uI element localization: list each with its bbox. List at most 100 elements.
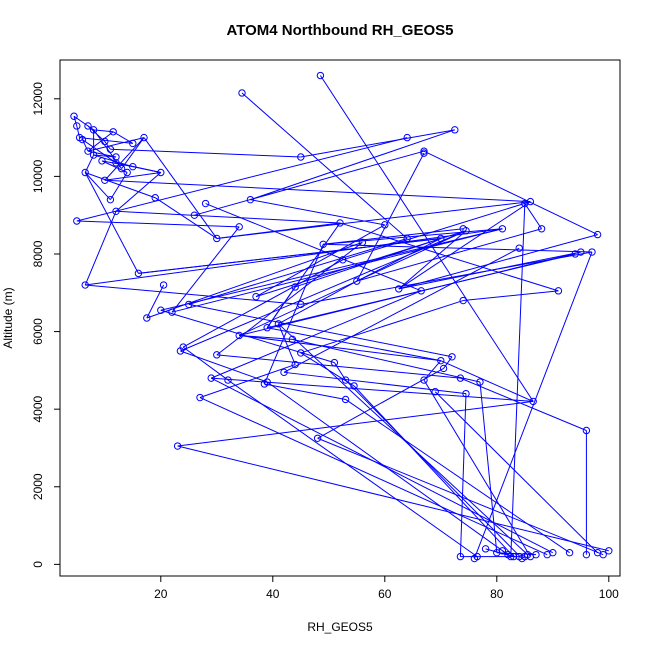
series-segment <box>250 129 455 201</box>
data-point <box>260 380 269 388</box>
data-point <box>582 550 591 559</box>
series-segment <box>101 160 128 173</box>
y-axis: 0 2000 4000 6000 8000 10000 12000 <box>31 82 61 568</box>
y-tick-label: 0 <box>31 561 45 568</box>
series-segment <box>104 172 161 181</box>
series-segment <box>104 141 111 150</box>
data-point <box>420 376 428 384</box>
data-point <box>316 71 325 80</box>
series-segment <box>171 228 503 313</box>
series-segment <box>101 160 133 168</box>
series-segment <box>300 129 455 158</box>
series-segment <box>132 166 161 174</box>
y-tick-label: 12000 <box>31 82 45 116</box>
data-point <box>476 378 484 386</box>
data-point <box>459 225 467 233</box>
data-point <box>140 133 148 142</box>
series-segment <box>398 234 598 290</box>
data-point <box>297 349 305 357</box>
data-point <box>291 360 299 369</box>
series-segment <box>188 237 408 305</box>
data-point <box>313 434 322 442</box>
data-point <box>84 147 92 155</box>
data-point <box>185 300 193 309</box>
data-point <box>106 145 115 153</box>
series-segment <box>342 201 531 261</box>
series-segment <box>227 379 478 558</box>
data-point <box>451 126 459 134</box>
data-point <box>201 199 210 208</box>
data-point <box>336 219 344 227</box>
series-segment <box>84 211 117 286</box>
data-point <box>498 547 507 555</box>
data-point <box>593 549 602 557</box>
data-point <box>498 225 507 233</box>
x-tick-label: 20 <box>154 587 168 601</box>
data-point <box>395 285 403 293</box>
series-segment <box>434 391 598 554</box>
series-segment <box>121 137 145 169</box>
series-segment <box>255 224 386 298</box>
data-point <box>353 277 361 285</box>
series-segment <box>73 115 94 131</box>
data-point <box>291 283 299 291</box>
series-segment <box>182 346 229 381</box>
series-segment <box>171 226 240 313</box>
data-point <box>252 292 260 301</box>
series-segment <box>241 92 408 239</box>
data-point <box>350 382 358 390</box>
series-segment <box>250 199 385 226</box>
series-segment <box>182 259 344 348</box>
series-segment <box>85 284 301 305</box>
data-point <box>84 122 92 130</box>
data-point <box>515 552 523 561</box>
series-segment <box>423 150 598 236</box>
data-point <box>339 256 347 264</box>
x-tick-label: 100 <box>599 587 619 601</box>
series-segment <box>180 350 268 383</box>
data-point <box>129 139 137 148</box>
series-segment <box>188 303 453 358</box>
series-segment <box>210 377 554 554</box>
data-point <box>515 244 523 252</box>
data-point <box>523 550 532 559</box>
data-point <box>437 356 445 365</box>
data-point <box>341 376 350 384</box>
data-point <box>330 358 339 367</box>
series-segment <box>353 385 514 557</box>
series-segment <box>109 172 128 200</box>
data-point <box>526 197 535 206</box>
data-point <box>554 287 563 295</box>
data-point <box>319 240 327 248</box>
data-point <box>89 151 98 159</box>
data-point <box>462 389 470 398</box>
series-segment <box>160 228 503 311</box>
series-segment <box>440 360 534 402</box>
data-point <box>176 347 185 355</box>
series-segment <box>239 334 441 362</box>
series-segment <box>463 290 559 302</box>
y-axis-label: Altitude (m) <box>1 287 15 348</box>
data-point <box>358 238 367 247</box>
series-segment <box>264 383 346 400</box>
data-point <box>134 269 143 278</box>
series-segment <box>87 131 114 152</box>
data-point <box>159 281 168 289</box>
series-segment <box>356 152 425 282</box>
data-point <box>341 395 350 404</box>
series-segment <box>345 379 523 559</box>
series-segment <box>110 148 301 158</box>
data-point <box>456 552 465 561</box>
series-segment <box>87 137 145 152</box>
series-segment <box>177 445 609 552</box>
series-segment <box>356 238 442 282</box>
series-segment <box>154 197 218 239</box>
data-point <box>112 159 120 167</box>
data-point <box>207 374 215 382</box>
data-point <box>280 368 288 377</box>
data-point <box>238 89 246 97</box>
data-point <box>246 195 255 204</box>
data-point <box>101 137 109 146</box>
series-segment <box>323 228 464 245</box>
series-segment <box>199 397 548 556</box>
